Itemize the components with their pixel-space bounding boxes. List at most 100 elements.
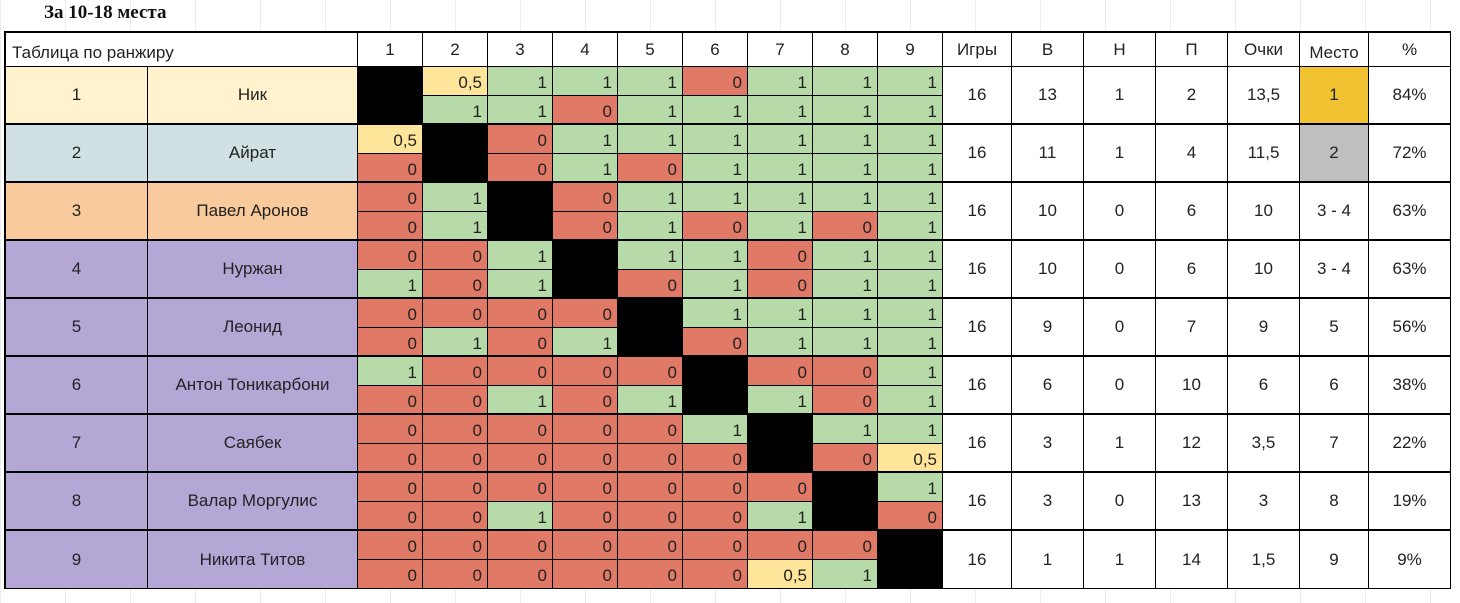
result-cell[interactable]: 1	[488, 386, 553, 415]
player-place[interactable]: 3 - 4	[1300, 241, 1369, 299]
result-cell[interactable]: 1	[813, 270, 878, 299]
header-losses[interactable]: П	[1156, 33, 1228, 67]
result-cell[interactable]: 1	[813, 241, 878, 270]
self-match-cell[interactable]	[748, 444, 813, 473]
player-place[interactable]: 1	[1300, 67, 1369, 125]
result-cell[interactable]: 0	[553, 415, 618, 444]
result-cell[interactable]: 0,5	[878, 444, 943, 473]
result-cell[interactable]: 0	[683, 502, 748, 531]
player-percent[interactable]: 84%	[1369, 67, 1451, 125]
player-losses[interactable]: 7	[1156, 299, 1228, 357]
result-cell[interactable]: 0	[423, 299, 488, 328]
player-draws[interactable]: 0	[1084, 473, 1156, 531]
result-cell[interactable]: 0	[358, 299, 423, 328]
player-name[interactable]: Валар Моргулис	[148, 473, 358, 531]
header-percent[interactable]: %	[1369, 33, 1451, 67]
result-cell[interactable]: 0	[423, 357, 488, 386]
player-percent[interactable]: 63%	[1369, 241, 1451, 299]
header-col-4[interactable]: 4	[553, 33, 618, 67]
header-col-6[interactable]: 6	[683, 33, 748, 67]
self-match-cell[interactable]	[553, 270, 618, 299]
header-wins[interactable]: В	[1012, 33, 1084, 67]
result-cell[interactable]: 0	[423, 241, 488, 270]
result-cell[interactable]: 0	[553, 96, 618, 125]
result-cell[interactable]: 1	[878, 67, 943, 96]
player-games[interactable]: 16	[943, 241, 1012, 299]
result-cell[interactable]: 0	[423, 386, 488, 415]
result-cell[interactable]: 0	[683, 560, 748, 589]
result-cell[interactable]: 1	[748, 386, 813, 415]
result-cell[interactable]: 1	[618, 241, 683, 270]
player-wins[interactable]: 6	[1012, 357, 1084, 415]
header-place[interactable]: Место	[1300, 33, 1369, 67]
result-cell[interactable]: 1	[423, 96, 488, 125]
result-cell[interactable]: 0	[488, 560, 553, 589]
result-cell[interactable]: 0	[813, 386, 878, 415]
result-cell[interactable]: 0	[423, 415, 488, 444]
header-points[interactable]: Очки	[1228, 33, 1300, 67]
result-cell[interactable]: 0	[553, 386, 618, 415]
result-cell[interactable]: 0	[488, 473, 553, 502]
result-cell[interactable]: 1	[618, 125, 683, 154]
result-cell[interactable]: 1	[683, 154, 748, 183]
result-cell[interactable]: 1	[748, 299, 813, 328]
result-cell[interactable]: 0	[618, 444, 683, 473]
player-rank[interactable]: 2	[6, 125, 148, 183]
result-cell[interactable]: 0	[553, 299, 618, 328]
self-match-cell[interactable]	[423, 125, 488, 154]
result-cell[interactable]: 0	[423, 270, 488, 299]
result-cell[interactable]: 0,5	[423, 67, 488, 96]
player-draws[interactable]: 0	[1084, 241, 1156, 299]
result-cell[interactable]: 0	[748, 241, 813, 270]
player-losses[interactable]: 4	[1156, 125, 1228, 183]
result-cell[interactable]: 0	[618, 357, 683, 386]
self-match-cell[interactable]	[878, 560, 943, 589]
result-cell[interactable]: 0	[878, 502, 943, 531]
result-cell[interactable]: 1	[748, 212, 813, 241]
result-cell[interactable]: 0	[683, 531, 748, 560]
player-percent[interactable]: 9%	[1369, 531, 1451, 589]
result-cell[interactable]: 0	[358, 502, 423, 531]
result-cell[interactable]: 1	[748, 125, 813, 154]
result-cell[interactable]: 0	[618, 154, 683, 183]
result-cell[interactable]: 0	[488, 328, 553, 357]
result-cell[interactable]: 1	[878, 270, 943, 299]
result-cell[interactable]: 0	[423, 531, 488, 560]
header-col-5[interactable]: 5	[618, 33, 683, 67]
player-name[interactable]: Ник	[148, 67, 358, 125]
player-place[interactable]: 7	[1300, 415, 1369, 473]
result-cell[interactable]: 0	[618, 415, 683, 444]
player-games[interactable]: 16	[943, 183, 1012, 241]
result-cell[interactable]: 1	[813, 183, 878, 212]
result-cell[interactable]: 1	[618, 67, 683, 96]
result-cell[interactable]: 1	[748, 67, 813, 96]
result-cell[interactable]: 0	[358, 473, 423, 502]
result-cell[interactable]: 1	[488, 270, 553, 299]
player-games[interactable]: 16	[943, 357, 1012, 415]
player-place[interactable]: 5	[1300, 299, 1369, 357]
player-percent[interactable]: 56%	[1369, 299, 1451, 357]
player-wins[interactable]: 10	[1012, 241, 1084, 299]
result-cell[interactable]: 0	[553, 473, 618, 502]
player-place[interactable]: 6	[1300, 357, 1369, 415]
result-cell[interactable]: 1	[683, 299, 748, 328]
header-col-9[interactable]: 9	[878, 33, 943, 67]
result-cell[interactable]: 1	[553, 154, 618, 183]
result-cell[interactable]: 1	[878, 299, 943, 328]
player-wins[interactable]: 3	[1012, 415, 1084, 473]
result-cell[interactable]: 0	[488, 299, 553, 328]
player-place[interactable]: 2	[1300, 125, 1369, 183]
result-cell[interactable]: 1	[813, 125, 878, 154]
result-cell[interactable]: 1	[683, 270, 748, 299]
self-match-cell[interactable]	[553, 241, 618, 270]
player-losses[interactable]: 14	[1156, 531, 1228, 589]
player-points[interactable]: 1,5	[1228, 531, 1300, 589]
result-cell[interactable]: 0	[553, 560, 618, 589]
result-cell[interactable]: 0	[813, 357, 878, 386]
result-cell[interactable]: 1	[748, 328, 813, 357]
self-match-cell[interactable]	[878, 531, 943, 560]
player-name[interactable]: Айрат	[148, 125, 358, 183]
result-cell[interactable]: 0	[748, 357, 813, 386]
result-cell[interactable]: 0	[813, 444, 878, 473]
player-rank[interactable]: 7	[6, 415, 148, 473]
